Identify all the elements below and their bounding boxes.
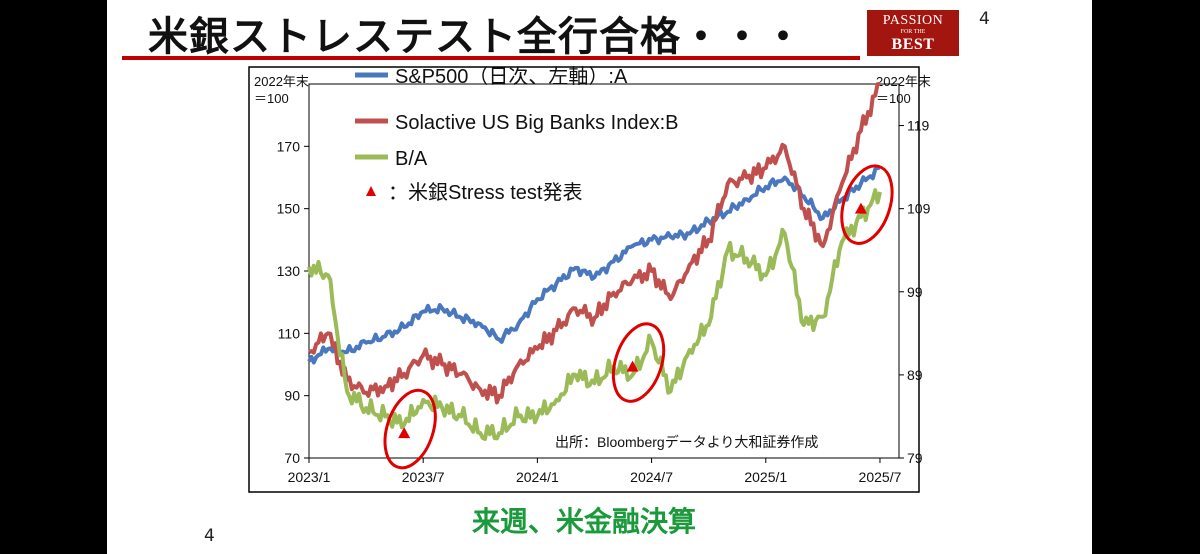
highlight-circle xyxy=(383,388,437,470)
legend-marker-triangle xyxy=(366,186,376,196)
page-number-bottom: 4 xyxy=(204,526,215,546)
left-tick-label: 130 xyxy=(277,263,301,279)
left-tick-label: 110 xyxy=(278,325,301,341)
highlight-circle xyxy=(611,322,666,403)
left-tick-label: 150 xyxy=(277,201,301,217)
highlight-circles xyxy=(383,164,894,470)
passion-for-the-best-logo: PASSION FOR THE BEST xyxy=(867,10,959,56)
logo-line-3: BEST xyxy=(891,36,935,53)
right-tick-label: 109 xyxy=(907,201,931,217)
stress-test-marker xyxy=(626,360,639,372)
right-axis-unit-line2: ＝100 xyxy=(876,91,911,106)
legend: S&P500（日次、左軸）:A Solactive US Big Banks I… xyxy=(355,65,678,204)
subtitle: 来週、米金融決算 xyxy=(472,505,697,538)
left-tick-label: 70 xyxy=(284,450,300,466)
right-tick-label: 79 xyxy=(907,450,923,466)
chart-frame xyxy=(248,66,920,493)
logo-line-1: PASSION xyxy=(882,13,944,28)
left-tick-label: 90 xyxy=(284,388,300,404)
series-lines xyxy=(307,82,882,441)
slide-title: 米銀ストレステスト全行合格・・・ xyxy=(148,14,804,60)
slide xyxy=(107,0,1092,554)
banks-line xyxy=(308,82,881,405)
source-note: 出所：Bloombergデータより大和証券作成 xyxy=(555,434,818,450)
left-axis-unit-line1: 2022年末 xyxy=(254,74,309,89)
stress-test-marker xyxy=(854,202,867,214)
stress-test-marker xyxy=(398,427,411,439)
right-tick-label: 89 xyxy=(907,367,923,383)
page-number-top: 4 xyxy=(979,9,990,29)
x-tick-label: 2023/1 xyxy=(288,469,331,485)
left-axis: 70 90 110 130 150 170 xyxy=(277,138,309,466)
legend-label-banks: Solactive US Big Banks Index:B xyxy=(395,112,678,134)
legend-label-marker: ：米銀Stress test発表 xyxy=(388,181,582,204)
stress-test-markers xyxy=(398,202,867,439)
legend-label-spx: S&P500（日次、左軸）:A xyxy=(395,65,628,88)
x-tick-label: 2025/1 xyxy=(744,469,787,485)
spx-line xyxy=(307,165,881,365)
legend-label-ratio: B/A xyxy=(395,148,428,170)
highlight-circle xyxy=(840,164,894,245)
right-axis-unit-line1: 2022年末 xyxy=(876,74,931,89)
x-tick-label: 2024/7 xyxy=(630,469,673,485)
right-tick-label: 99 xyxy=(907,284,923,300)
right-tick-label: 119 xyxy=(907,118,930,134)
left-tick-label: 170 xyxy=(277,138,301,154)
left-axis-unit-line2: ＝100 xyxy=(254,91,289,106)
ratio-line xyxy=(307,188,882,441)
logo-line-2: FOR THE xyxy=(900,29,926,35)
x-axis: 2023/1 2023/7 2024/1 2024/7 2025/1 2025/7 xyxy=(288,458,902,485)
x-tick-label: 2023/7 xyxy=(402,469,445,485)
title-underline xyxy=(122,56,860,60)
x-tick-label: 2025/7 xyxy=(859,469,902,485)
right-axis: 79 89 99 109 119 xyxy=(899,118,931,466)
x-tick-label: 2024/1 xyxy=(516,469,559,485)
